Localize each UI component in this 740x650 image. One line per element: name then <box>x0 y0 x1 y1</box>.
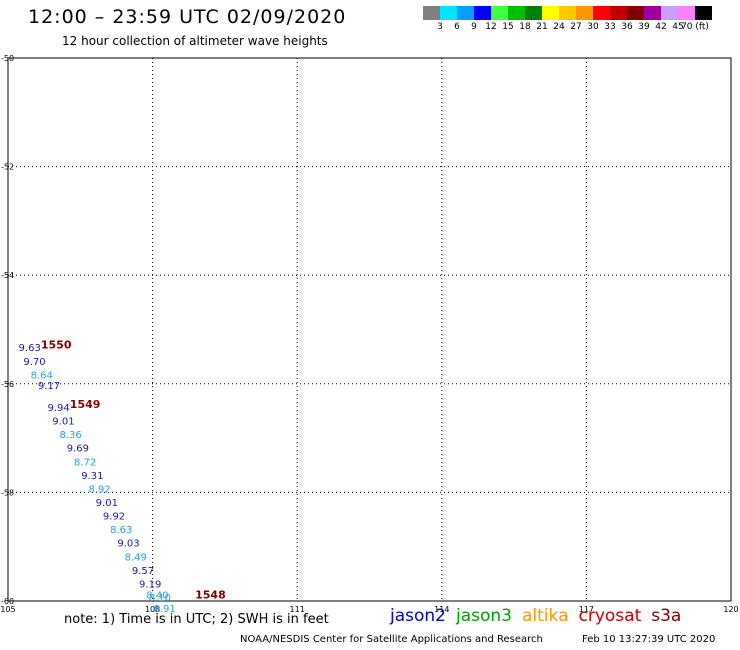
wave-height-label: 8.40 <box>146 590 168 601</box>
wave-height-label: 9.19 <box>139 579 161 590</box>
color-swatch <box>559 6 576 20</box>
wave-height-label: 9.17 <box>38 381 60 392</box>
legend-altika: altika <box>522 606 569 626</box>
y-tick-label: -50 <box>1 54 14 63</box>
color-scale-label: 6 <box>454 22 460 32</box>
color-scale-labels: 3 6 9 12 15 18 21 24 27 30 33 36 39 42 45 70 (ft) <box>423 22 740 34</box>
satellite-legend: jason2 jason3 altika cryosat s3a <box>390 606 691 626</box>
color-scale-label: 45 <box>672 22 684 32</box>
color-swatch <box>678 6 695 20</box>
legend-s3a: s3a <box>651 606 682 626</box>
color-scale-label: 9 <box>471 22 477 32</box>
color-swatch <box>593 6 610 20</box>
color-scale-label: 70 (ft) <box>681 22 709 32</box>
wave-height-label: 8.64 <box>31 370 53 381</box>
wave-height-label: 8.49 <box>125 552 147 563</box>
time-label: 1550 <box>41 339 72 352</box>
color-swatch <box>695 6 712 20</box>
color-swatch <box>661 6 678 20</box>
color-swatch <box>440 6 457 20</box>
wave-height-label: 8.72 <box>74 457 96 468</box>
chart-title: 12:00 – 23:59 UTC 02/09/2020 <box>28 6 347 28</box>
wave-height-label: 9.31 <box>81 471 103 482</box>
credit-line: NOAA/NESDIS Center for Satellite Applica… <box>240 634 543 645</box>
color-scale-label: 36 <box>621 22 633 32</box>
chart-subtitle: 12 hour collection of altimeter wave hei… <box>62 34 328 48</box>
color-swatch <box>423 6 440 20</box>
wave-height-label: 9.01 <box>52 417 74 428</box>
wave-height-label: 9.63 <box>19 343 41 354</box>
wave-height-label: 9.94 <box>47 403 69 414</box>
wave-height-label: 9.70 <box>23 357 45 368</box>
wave-height-label: 8.36 <box>60 430 82 441</box>
wave-height-label: 8.63 <box>110 525 132 536</box>
color-scale-bar <box>423 6 712 20</box>
color-scale-label: 15 <box>502 22 514 32</box>
wave-height-label: 9.03 <box>117 539 139 550</box>
color-scale-label: 39 <box>638 22 650 32</box>
wave-height-label: 9.69 <box>67 444 89 455</box>
y-tick-label: -54 <box>1 271 14 280</box>
color-swatch <box>576 6 593 20</box>
x-tick-label: 114 <box>434 605 449 614</box>
wave-height-label: 9.57 <box>132 566 154 577</box>
color-swatch <box>491 6 508 20</box>
y-tick-label: -58 <box>1 488 14 497</box>
color-swatch <box>542 6 559 20</box>
y-tick-label: -60 <box>1 597 14 606</box>
color-swatch <box>610 6 627 20</box>
color-swatch <box>508 6 525 20</box>
wave-height-label: 8.91 <box>154 604 176 615</box>
generation-timestamp: Feb 10 13:27:39 UTC 2020 <box>582 634 716 645</box>
color-scale-label: 24 <box>553 22 565 32</box>
time-label: 1548 <box>195 588 226 601</box>
legend-jason3: jason3 <box>456 606 512 626</box>
wave-height-label: 9.92 <box>103 512 125 523</box>
color-scale-label: 33 <box>604 22 616 32</box>
color-swatch <box>644 6 661 20</box>
color-scale-label: 42 <box>655 22 667 32</box>
color-swatch <box>457 6 474 20</box>
y-tick-label: -56 <box>1 380 14 389</box>
x-tick-label: 105 <box>0 605 15 614</box>
footnote: note: 1) Time is in UTC; 2) SWH is in fe… <box>64 612 329 627</box>
wave-height-label: 9.01 <box>96 498 118 509</box>
wave-height-label: 8.92 <box>88 484 110 495</box>
legend-jason2: jason2 <box>390 606 446 626</box>
x-tick-label: 117 <box>579 605 594 614</box>
color-scale-label: 30 <box>587 22 599 32</box>
plot-frame <box>7 57 732 602</box>
y-tick-label: -52 <box>1 163 14 172</box>
legend-cryosat: cryosat <box>578 606 642 626</box>
color-scale-label: 3 <box>437 22 443 32</box>
color-swatch <box>474 6 491 20</box>
x-tick-label: 108 <box>145 605 160 614</box>
x-tick-label: 111 <box>290 605 305 614</box>
color-scale-label: 27 <box>570 22 582 32</box>
color-scale-label: 12 <box>485 22 497 32</box>
color-swatch <box>525 6 542 20</box>
color-scale-label: 18 <box>519 22 531 32</box>
color-swatch <box>627 6 644 20</box>
x-tick-label: 120 <box>723 605 738 614</box>
time-label: 1549 <box>70 398 101 411</box>
color-scale-label: 21 <box>536 22 548 32</box>
wave-height-label: 8.10 <box>149 593 171 604</box>
